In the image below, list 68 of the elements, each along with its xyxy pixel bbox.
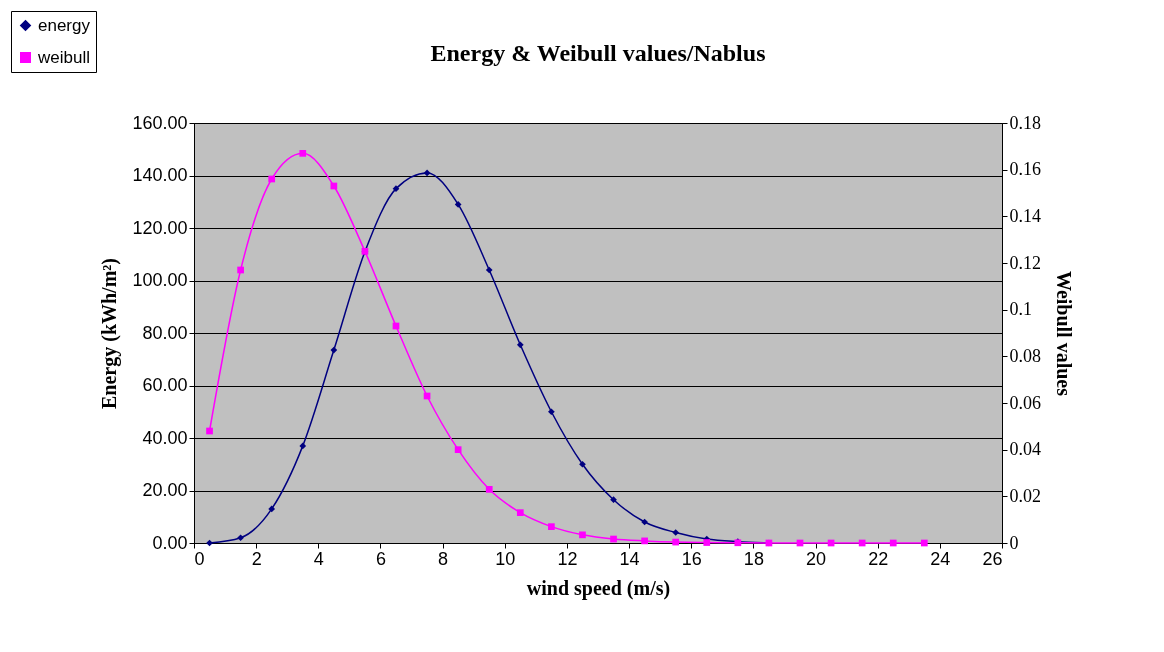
x-tick-label: 26	[982, 548, 1003, 569]
y-tick-label: 80.00	[142, 322, 188, 343]
point	[237, 534, 244, 542]
legend-label: weibull	[37, 47, 90, 67]
x-tick-label: 4	[313, 548, 324, 569]
x-tick-label: 2	[251, 548, 262, 569]
point	[579, 531, 586, 539]
point	[548, 523, 555, 531]
legend-label: energy	[38, 15, 91, 35]
point	[237, 266, 244, 274]
y2-tick-label: 0.12	[1009, 252, 1041, 273]
y2-tick-label: 0.04	[1009, 439, 1041, 460]
y2-tick-label: 0.16	[1009, 159, 1041, 180]
point	[268, 175, 276, 183]
y2-axis-title: Weibull values	[1053, 270, 1075, 397]
point	[299, 149, 307, 157]
point	[858, 539, 866, 547]
point	[330, 346, 338, 354]
x-tick-label: 12	[557, 548, 578, 569]
x-tick-label: 24	[930, 548, 951, 569]
x-tick-label: 14	[619, 548, 640, 569]
point	[641, 537, 648, 545]
point	[516, 509, 524, 517]
y-tick-label: 160.00	[132, 112, 188, 133]
point	[485, 266, 493, 274]
point	[299, 442, 307, 450]
point	[610, 535, 617, 543]
y-tick-label: 0.00	[152, 532, 188, 553]
y2-tick-label: 0.18	[1009, 112, 1041, 133]
x-tick-label: 0	[194, 548, 205, 569]
y2-tick-label: 0.02	[1009, 485, 1041, 506]
y-tick-label: 100.00	[132, 270, 188, 290]
y2-tick-label: 0.08	[1009, 345, 1041, 366]
y2-tick-label: 0.06	[1009, 392, 1041, 413]
point	[454, 446, 462, 454]
y2-tick-label: 0.1	[1009, 299, 1032, 320]
y-tick-label: 120.00	[132, 217, 188, 238]
point	[423, 169, 431, 177]
point	[330, 182, 338, 190]
y2-tick-label: 0	[1009, 532, 1019, 553]
y-tick-label: 40.00	[142, 427, 188, 448]
x-tick-label: 6	[375, 548, 386, 569]
x-tick-label: 16	[681, 548, 702, 569]
point	[206, 427, 213, 435]
x-axis-title: wind speed (m/s)	[526, 576, 671, 600]
point	[268, 505, 276, 513]
x-tick-label: 22	[868, 548, 889, 569]
y-tick-label: 20.00	[142, 480, 188, 500]
point	[579, 460, 586, 468]
x-tick-label: 18	[743, 548, 764, 569]
point	[672, 538, 680, 546]
y2-tick-label: 0.14	[1009, 205, 1041, 226]
x-tick-label: 8	[438, 548, 449, 569]
x-tick-label: 20	[806, 548, 827, 569]
point	[548, 408, 555, 416]
point	[889, 539, 897, 547]
point	[516, 341, 524, 349]
x-tick-label: 10	[495, 548, 516, 569]
point	[610, 496, 617, 504]
point	[920, 539, 928, 547]
point	[703, 539, 711, 546]
point	[454, 201, 462, 208]
y-tick-label: 60.00	[142, 375, 188, 395]
chart-title: Energy & Weibull values/Nablus	[430, 39, 766, 66]
point	[672, 529, 680, 536]
y-axis-title: Energy (kWh/m²)	[98, 258, 122, 409]
y-tick-label: 140.00	[132, 165, 188, 185]
point	[485, 485, 493, 493]
